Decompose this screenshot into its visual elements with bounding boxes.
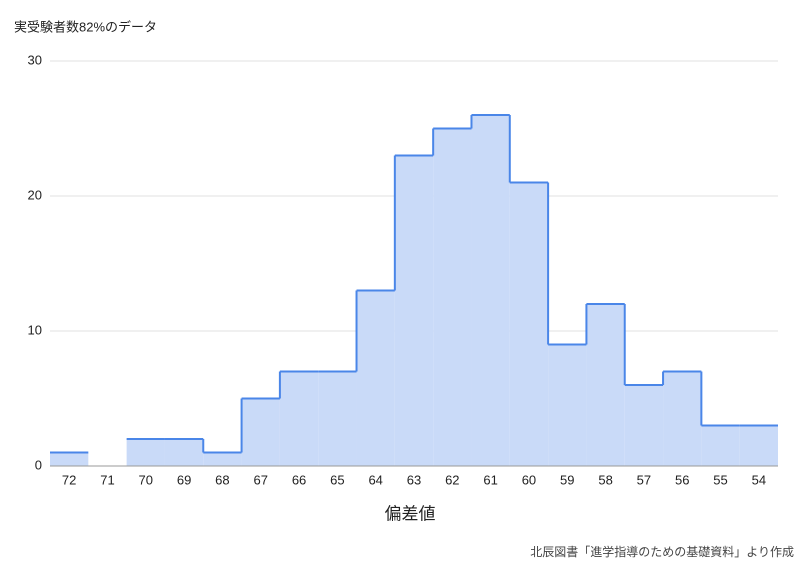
area-step	[318, 371, 357, 466]
area-step	[279, 371, 319, 466]
area-step	[624, 385, 664, 466]
chart-title: 実受験者数82%のデータ	[14, 19, 157, 34]
area-step	[126, 439, 165, 466]
area-step	[471, 115, 510, 466]
x-tick-label: 65	[330, 472, 344, 487]
x-tick-label: 55	[713, 472, 727, 487]
x-tick-label: 57	[637, 472, 651, 487]
area-step	[548, 344, 587, 466]
y-tick-label: 0	[35, 457, 42, 472]
area-step	[241, 398, 280, 466]
area-step	[356, 290, 395, 466]
y-tick-label: 20	[28, 187, 42, 202]
x-tick-label: 59	[560, 472, 574, 487]
x-tick-label: 72	[62, 472, 76, 487]
area-step	[203, 452, 242, 466]
area-step	[586, 304, 625, 466]
x-tick-label: 54	[752, 472, 766, 487]
x-tick-label: 70	[139, 472, 153, 487]
x-tick-label: 69	[177, 472, 191, 487]
area-step	[509, 182, 549, 466]
area-step	[50, 452, 89, 466]
area-step	[164, 439, 204, 466]
x-tick-label: 63	[407, 472, 421, 487]
area-step	[739, 425, 778, 466]
x-tick-label: 67	[254, 472, 268, 487]
source-note: 北辰図書「進学指導のための基礎資料」より作成	[530, 544, 794, 559]
area-step	[433, 128, 472, 466]
area-step	[701, 425, 740, 466]
x-tick-label: 58	[598, 472, 612, 487]
x-tick-label: 64	[368, 472, 382, 487]
x-tick-label: 61	[483, 472, 497, 487]
x-tick-label: 56	[675, 472, 689, 487]
area-step	[663, 371, 702, 466]
x-tick-label: 62	[445, 472, 459, 487]
x-tick-label: 71	[100, 472, 114, 487]
y-tick-label: 10	[28, 322, 42, 337]
x-tick-label: 66	[292, 472, 306, 487]
area-step	[394, 155, 434, 466]
x-tick-label: 68	[215, 472, 229, 487]
x-axis-label: 偏差値	[385, 504, 436, 523]
x-tick-label: 60	[522, 472, 536, 487]
y-tick-label: 30	[28, 52, 42, 67]
